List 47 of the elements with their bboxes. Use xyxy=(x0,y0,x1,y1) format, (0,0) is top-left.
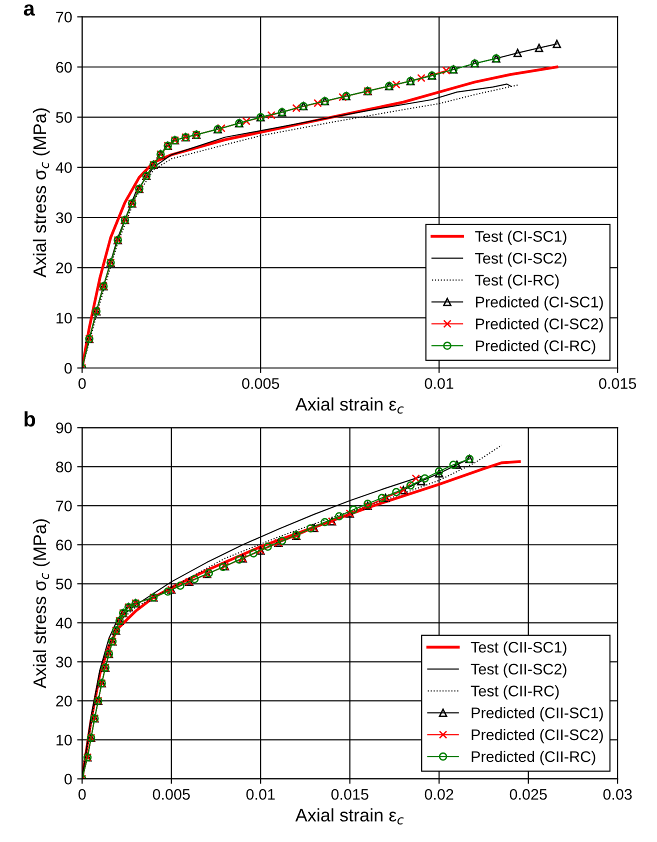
x-tick-label: 0.01 xyxy=(424,378,454,389)
y-tick-label: 40 xyxy=(56,618,72,628)
legend-label: Predicted (CII-RC) xyxy=(472,750,596,766)
legend-label: Predicted (CI-SC2) xyxy=(476,318,603,332)
chart-title: b xyxy=(24,411,36,427)
x-tick-label: 0.02 xyxy=(424,788,454,800)
y-tick-label: 0 xyxy=(64,362,72,374)
y-tick-label: 50 xyxy=(56,112,72,123)
x-tick-label: 0.01 xyxy=(246,788,275,800)
y-tick-label: 30 xyxy=(56,212,72,224)
y-tick-label: 0 xyxy=(64,774,72,785)
chart-title: a xyxy=(24,4,35,16)
y-tick-label: 70 xyxy=(56,12,72,23)
legend-label: Test (CII-SC1) xyxy=(470,641,566,656)
x-tick-label: 0.015 xyxy=(599,378,636,389)
y-tick-label: 10 xyxy=(56,734,72,746)
y-tick-label: 40 xyxy=(56,162,72,174)
y-tick-label: 20 xyxy=(56,696,72,706)
x-axis-title: Axial strain ε$_{c}$ xyxy=(295,397,404,414)
legend-label: Predicted (CI-SC1) xyxy=(476,296,603,310)
legend-label: Predicted (CII-SC2) xyxy=(472,728,603,744)
x-tick-label: 0 xyxy=(78,378,86,389)
y-tick-label: 30 xyxy=(56,656,72,668)
x-tick-label: 0.005 xyxy=(152,788,190,800)
legend-label: Test (CI-SC1) xyxy=(475,230,566,245)
x-tick-label: 0.005 xyxy=(242,378,280,389)
legend-label: Test (CII-SC2) xyxy=(470,663,566,678)
y-tick-label: 80 xyxy=(56,462,72,472)
y-tick-label: 20 xyxy=(56,262,72,274)
legend-label: Test (CII-RC) xyxy=(470,685,559,700)
y-axis-title: Axial stress σ$_{c}$ (MPa) xyxy=(32,519,50,688)
y-tick-label: 60 xyxy=(56,62,72,73)
y-tick-label: 90 xyxy=(56,422,72,434)
x-axis-title: Axial strain ε$_{c}$ xyxy=(295,808,404,824)
y-tick-label: 10 xyxy=(56,312,72,324)
x-tick-label: 0 xyxy=(78,788,86,800)
legend-label: Predicted (CI-RC) xyxy=(476,340,596,354)
y-tick-label: 70 xyxy=(56,500,72,512)
legend-label: Test (CI-SC2) xyxy=(475,252,566,267)
y-tick-label: 60 xyxy=(56,540,72,550)
x-tick-label: 0.03 xyxy=(603,788,632,800)
legend-label: Test (CI-RC) xyxy=(475,274,559,289)
x-tick-label: 0.015 xyxy=(331,788,368,800)
y-tick-label: 50 xyxy=(56,578,72,590)
y-axis-title: Axial stress σ$_{c}$ (MPa) xyxy=(32,108,50,278)
x-tick-label: 0.025 xyxy=(510,788,547,800)
legend-label: Predicted (CII-SC1) xyxy=(472,707,603,722)
